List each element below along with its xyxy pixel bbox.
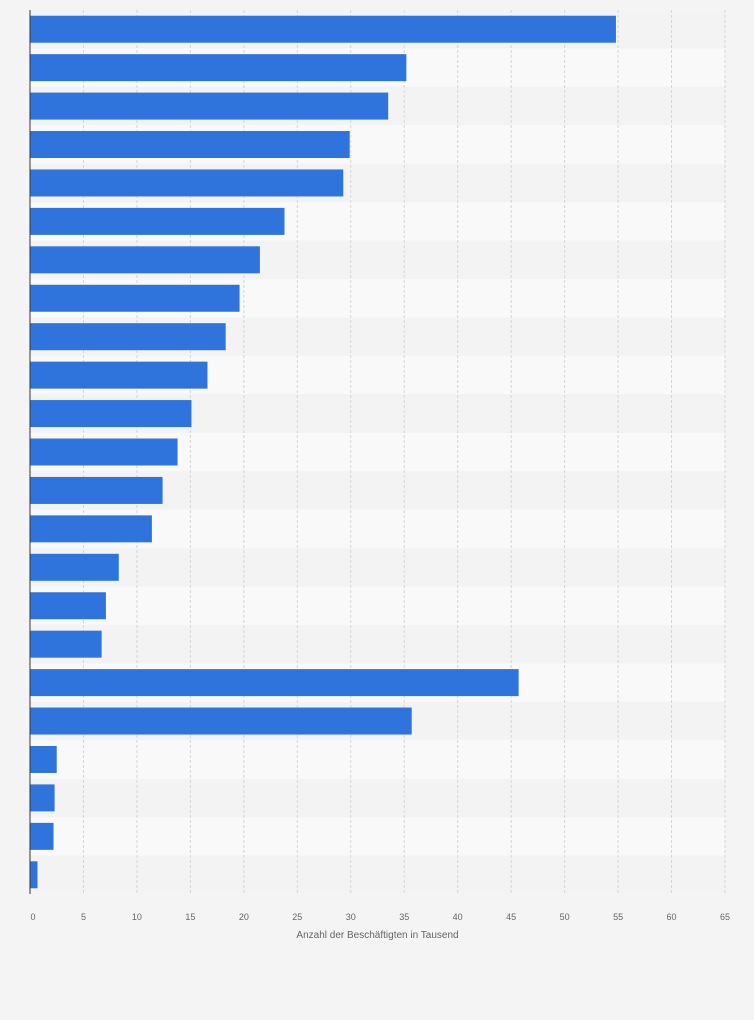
x-tick-label: 20 xyxy=(239,912,249,922)
row-band xyxy=(30,548,725,587)
bar xyxy=(30,784,55,812)
x-axis-title: Anzahl der Beschäftigten in Tausend xyxy=(296,930,458,941)
bar xyxy=(30,822,54,850)
x-tick-label: 5 xyxy=(81,912,86,922)
row-band xyxy=(30,586,725,625)
x-tick-label: 35 xyxy=(399,912,409,922)
x-tick-label: 30 xyxy=(346,912,356,922)
x-tick-label: 25 xyxy=(292,912,302,922)
bar xyxy=(30,553,119,581)
bar xyxy=(30,361,208,389)
x-tick-label: 10 xyxy=(132,912,142,922)
x-tick-labels: 0 5 10 15 20 25 30 35 40 45 50 55 60 65 xyxy=(30,912,730,922)
bar xyxy=(30,669,519,697)
bar xyxy=(30,476,163,504)
bar xyxy=(30,207,285,235)
bar xyxy=(30,92,389,120)
bar xyxy=(30,745,57,773)
x-tick-label: 50 xyxy=(560,912,570,922)
bar xyxy=(30,131,350,159)
row-band xyxy=(30,740,725,779)
row-band xyxy=(30,778,725,818)
row-band xyxy=(30,624,725,664)
bar xyxy=(30,438,178,466)
bar xyxy=(30,707,412,735)
x-tick-label: 55 xyxy=(613,912,623,922)
bar xyxy=(30,400,192,428)
x-tick-label: 45 xyxy=(506,912,516,922)
bar xyxy=(30,630,102,658)
bar xyxy=(30,861,38,889)
bar xyxy=(30,54,407,82)
x-tick-label: 60 xyxy=(667,912,677,922)
bars xyxy=(30,15,616,889)
bar xyxy=(30,515,152,543)
bar xyxy=(30,592,106,620)
bar xyxy=(30,15,616,43)
x-tick-label: 65 xyxy=(720,912,730,922)
bar xyxy=(30,169,344,197)
row-band xyxy=(30,855,725,894)
x-tick-label: 0 xyxy=(30,912,35,922)
x-tick-label: 15 xyxy=(185,912,195,922)
x-tick-label: 40 xyxy=(453,912,463,922)
bar xyxy=(30,284,240,312)
bar xyxy=(30,246,260,274)
bar xyxy=(30,323,226,351)
row-band xyxy=(30,817,725,856)
